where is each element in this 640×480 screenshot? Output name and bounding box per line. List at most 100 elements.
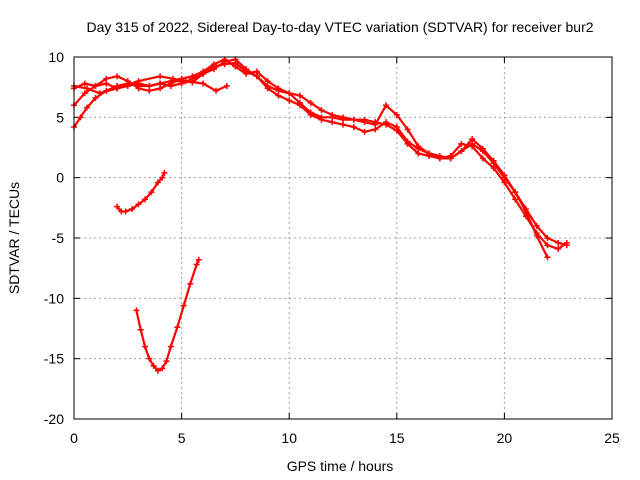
data-point — [169, 75, 176, 82]
x-tick-label: 0 — [70, 430, 78, 446]
data-point — [210, 61, 217, 68]
data-point — [458, 140, 465, 147]
data-point — [83, 104, 90, 111]
y-tick-label: 5 — [56, 109, 64, 125]
x-tick-labels: 0 5 10 15 20 25 — [70, 430, 620, 446]
data-point — [81, 80, 88, 87]
chart-title: Day 315 of 2022, Sidereal Day-to-day VTE… — [86, 19, 593, 35]
data-point — [404, 126, 411, 133]
data-point — [253, 68, 260, 75]
data-point — [490, 157, 497, 164]
data-point — [447, 155, 454, 162]
data-point — [137, 326, 144, 333]
data-point — [479, 145, 486, 152]
data-point — [167, 343, 174, 350]
data-point — [135, 201, 142, 208]
data-point — [180, 302, 187, 309]
data-point — [146, 355, 153, 362]
y-tick-label: 0 — [56, 170, 64, 186]
data-point — [318, 114, 325, 121]
data-point — [361, 119, 368, 126]
data-point — [296, 99, 303, 106]
y-tick-label: -20 — [44, 411, 64, 427]
data-point — [148, 189, 155, 196]
data-point — [533, 222, 540, 229]
data-point — [350, 123, 357, 130]
data-point — [200, 68, 207, 75]
data-point — [167, 80, 174, 87]
data-point — [372, 121, 379, 128]
data-point — [161, 169, 168, 176]
data-point — [415, 143, 422, 150]
y-tick-label: -15 — [44, 351, 64, 367]
series-track-main-b — [72, 58, 568, 250]
y-axis-title: SDTVAR / TECUs — [6, 182, 22, 294]
data-point — [114, 85, 121, 92]
x-tick-label: 10 — [281, 430, 297, 446]
data-point — [133, 307, 140, 314]
data-point — [142, 343, 149, 350]
data-point — [96, 90, 103, 97]
data-point — [318, 107, 325, 114]
y-tick-labels: 10 5 0 -5 -10 -15 -20 — [44, 49, 64, 427]
data-point — [114, 203, 121, 210]
data-point — [174, 324, 181, 331]
data-point — [286, 97, 293, 104]
data-point — [426, 150, 433, 157]
data-point — [296, 92, 303, 99]
data-point — [193, 261, 200, 268]
data-point — [383, 102, 390, 109]
data-point — [469, 143, 476, 150]
data-point — [264, 78, 271, 85]
data-point — [329, 114, 336, 121]
data-point — [154, 179, 161, 186]
data-point — [544, 235, 551, 241]
x-axis-title: GPS time / hours — [287, 458, 394, 474]
data-point — [512, 196, 519, 203]
data-point — [83, 85, 90, 92]
data-point — [555, 245, 562, 252]
data-point — [135, 85, 142, 92]
data-point — [555, 239, 562, 246]
data-point — [393, 111, 400, 118]
data-point — [404, 138, 411, 145]
data-point — [479, 155, 486, 162]
x-tick-label: 25 — [604, 430, 620, 446]
data-point — [340, 116, 346, 123]
data-point — [286, 90, 293, 97]
data-point — [129, 206, 136, 213]
data-point — [195, 256, 202, 263]
data-point — [92, 95, 99, 102]
data-point — [81, 90, 88, 97]
y-tick-label: -10 — [44, 290, 64, 306]
data-point — [501, 172, 508, 179]
data-point — [124, 78, 131, 85]
data-point — [142, 196, 149, 203]
data-point — [182, 78, 189, 85]
data-point — [157, 73, 164, 80]
data-point — [243, 70, 250, 77]
data-point — [159, 174, 166, 181]
data-point — [187, 280, 194, 287]
series-track-main-c — [72, 58, 549, 259]
data-point — [264, 85, 271, 92]
data-point — [307, 99, 314, 106]
data-point — [122, 208, 129, 215]
data-point — [275, 92, 282, 99]
data-point — [383, 119, 390, 126]
data-point — [103, 75, 110, 82]
data-point — [163, 358, 170, 365]
x-tick-label: 15 — [389, 430, 405, 446]
data-point — [544, 254, 551, 261]
series-track-low-rise — [115, 171, 166, 213]
data-point — [490, 165, 497, 172]
y-tick-label: 10 — [48, 49, 64, 65]
data-point — [522, 208, 529, 215]
data-point — [501, 179, 508, 186]
data-point — [150, 362, 157, 369]
data-point — [200, 80, 207, 87]
data-point — [563, 239, 570, 246]
data-point — [469, 136, 476, 143]
data-point — [157, 85, 164, 92]
